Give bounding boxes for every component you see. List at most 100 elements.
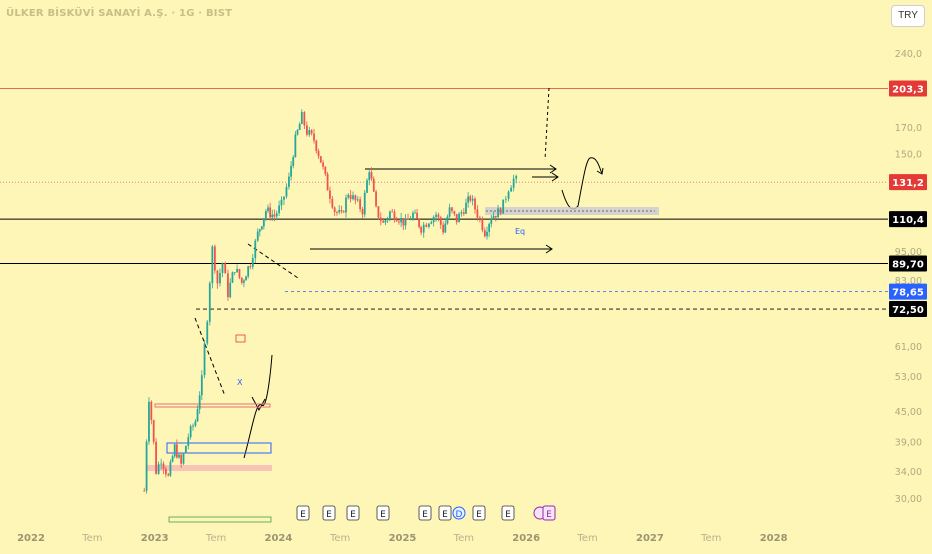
price-label-bg	[889, 283, 927, 300]
candle-body	[356, 199, 359, 201]
candle-body	[143, 490, 146, 492]
y-tick-label: 53,00	[895, 372, 922, 383]
candle-body	[359, 199, 362, 210]
x-tick-label: Tem	[329, 533, 350, 544]
earnings-marker-bg	[296, 505, 310, 521]
candle-body	[187, 437, 190, 446]
candle	[486, 226, 488, 240]
candle-body	[432, 216, 435, 223]
candle	[507, 190, 510, 202]
candle	[240, 277, 243, 285]
candle-body	[306, 125, 308, 135]
event-marker-label: D	[456, 510, 463, 520]
candle-body	[300, 112, 303, 124]
candle-body	[167, 474, 170, 476]
x-tick-label: 2026	[512, 533, 540, 544]
y-tick-label: 83,00	[895, 276, 922, 287]
candle	[221, 262, 224, 278]
candle-body	[400, 218, 403, 223]
candle-body	[416, 212, 418, 219]
resistance-arrow-head	[549, 164, 557, 174]
event-marker-E: E	[322, 505, 336, 521]
candle-body	[171, 456, 174, 462]
candle-body	[240, 277, 243, 283]
candle	[256, 228, 259, 243]
candle-body	[462, 212, 465, 214]
candle	[379, 212, 382, 226]
candle-body	[254, 240, 257, 259]
y-tick-label: 30,00	[895, 494, 922, 505]
candle-body	[340, 210, 343, 212]
candle	[269, 202, 272, 221]
candle	[437, 212, 440, 222]
candle	[356, 196, 359, 203]
demand-box-green	[168, 516, 272, 523]
price-label-89,70: 89,70	[889, 255, 927, 272]
candle	[326, 171, 329, 191]
candle-body	[363, 192, 366, 215]
candle-body	[384, 220, 387, 223]
event-marker-E: E	[296, 505, 310, 521]
candle	[180, 452, 183, 468]
earnings-marker-bg	[501, 505, 515, 521]
dividend-marker-bg	[452, 506, 466, 520]
candle	[300, 109, 303, 125]
candle-body	[260, 226, 263, 230]
earnings-marker-bg	[322, 505, 336, 521]
candle	[303, 111, 306, 129]
candle-body	[264, 211, 267, 219]
y-tick-label: 45,00	[895, 407, 922, 418]
price-label-bg	[889, 174, 927, 191]
candle-body	[157, 464, 160, 474]
candle	[483, 227, 486, 238]
candle-body	[345, 197, 347, 213]
candle	[451, 206, 453, 214]
event-marker-label: E	[350, 510, 356, 520]
candle-body	[219, 272, 221, 284]
price-label-110,4: 110,4	[889, 211, 927, 228]
candle-body	[478, 217, 481, 219]
event-marker-E: E	[346, 505, 360, 521]
candle	[296, 129, 299, 136]
candle	[245, 275, 247, 281]
candle	[499, 207, 502, 216]
y-tick-label: 39,00	[895, 438, 922, 449]
candle	[435, 211, 437, 222]
event-marker-label: E	[442, 510, 448, 520]
candle	[306, 121, 308, 137]
candle	[420, 225, 423, 236]
candle-body	[515, 176, 518, 179]
candle	[354, 194, 357, 205]
candle-body	[430, 222, 433, 224]
candle-body	[425, 224, 428, 227]
candle-body	[278, 205, 281, 214]
candle-body	[349, 194, 352, 200]
triangle-upper-trendline	[247, 243, 299, 279]
candle	[442, 221, 445, 235]
event-marker-label: E	[300, 510, 306, 520]
candle	[247, 265, 250, 279]
candle	[171, 454, 174, 463]
candle	[236, 264, 238, 273]
x-tick-label: Tem	[81, 533, 102, 544]
candle-body	[238, 269, 241, 278]
candle	[465, 198, 467, 215]
candle	[336, 210, 338, 216]
candle	[313, 128, 315, 144]
event-marker-E: E	[501, 505, 515, 521]
currency-button[interactable]: TRY	[891, 5, 925, 27]
candle-body	[420, 227, 423, 233]
candle	[453, 210, 456, 217]
candle	[150, 400, 153, 425]
candle-body	[372, 178, 375, 192]
candle-body	[296, 129, 299, 135]
candle	[288, 172, 290, 190]
candle	[271, 209, 274, 221]
candle-body	[324, 166, 327, 174]
earnings-marker-bg	[376, 505, 390, 521]
candle-body	[256, 231, 259, 241]
candle-body	[245, 276, 247, 281]
candle-body	[451, 207, 453, 212]
